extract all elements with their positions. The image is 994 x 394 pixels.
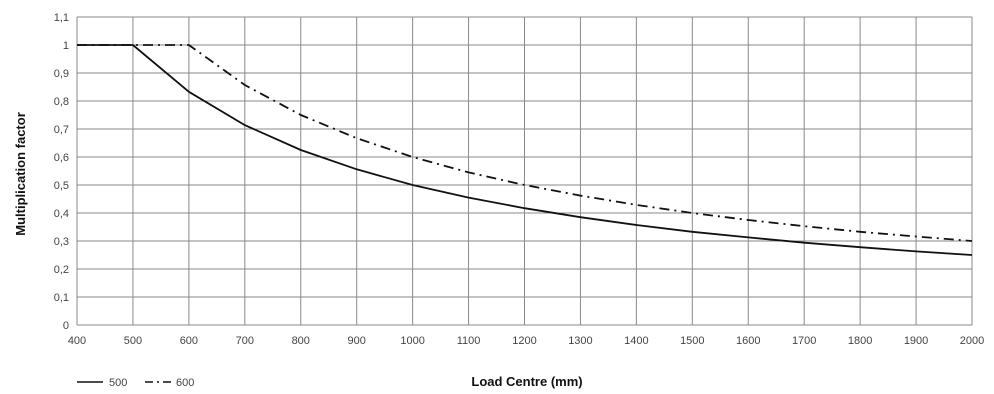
x-tick-label: 1300 xyxy=(568,335,592,347)
y-tick-label: 1 xyxy=(63,40,69,52)
chart-grid xyxy=(76,16,973,326)
y-tick-label: 0,7 xyxy=(54,124,69,136)
y-tick-label: 0,9 xyxy=(54,68,69,80)
x-tick-label: 700 xyxy=(236,335,254,347)
x-axis-title: Load Centre (mm) xyxy=(471,374,582,389)
x-tick-label: 900 xyxy=(348,335,366,347)
y-tick-label: 0,3 xyxy=(54,236,69,248)
y-tick-label: 0,6 xyxy=(54,152,69,164)
y-tick-label: 0,1 xyxy=(54,292,69,304)
y-axis-ticks: 0 0,1 0,2 0,3 0,4 0,5 0,6 0,7 0,8 0,9 1 1,1 xyxy=(54,12,69,332)
y-axis-title: Multiplication factor xyxy=(13,112,28,236)
y-tick-label: 0,4 xyxy=(54,208,69,220)
chart-legend: 500 600 xyxy=(77,377,194,389)
x-tick-label: 2000 xyxy=(960,335,984,347)
x-tick-label: 400 xyxy=(68,335,86,347)
series-line-500 xyxy=(77,44,973,256)
x-tick-label: 1200 xyxy=(512,335,536,347)
x-tick-label: 800 xyxy=(292,335,310,347)
x-tick-label: 1000 xyxy=(400,335,424,347)
x-tick-label: 1100 xyxy=(457,335,481,347)
y-tick-label: 0,5 xyxy=(54,180,69,192)
x-tick-label: 1900 xyxy=(904,335,928,347)
x-tick-label: 500 xyxy=(124,335,142,347)
series-line-600 xyxy=(77,44,973,242)
x-tick-label: 1400 xyxy=(624,335,648,347)
x-tick-label: 600 xyxy=(180,335,198,347)
legend-label-500: 500 xyxy=(109,377,127,389)
x-tick-label: 1700 xyxy=(792,335,816,347)
y-tick-label: 1,1 xyxy=(54,12,69,24)
y-tick-label: 0 xyxy=(63,320,69,332)
x-tick-label: 1500 xyxy=(680,335,704,347)
y-tick-label: 0,8 xyxy=(54,96,69,108)
legend-label-600: 600 xyxy=(176,377,194,389)
chart-series xyxy=(77,44,973,256)
x-tick-label: 1800 xyxy=(848,335,872,347)
y-tick-label: 0,2 xyxy=(54,264,69,276)
x-tick-label: 1600 xyxy=(736,335,760,347)
x-axis-ticks: 400 500 600 700 800 900 1000 1100 1200 1300 1400 15… xyxy=(68,335,984,347)
